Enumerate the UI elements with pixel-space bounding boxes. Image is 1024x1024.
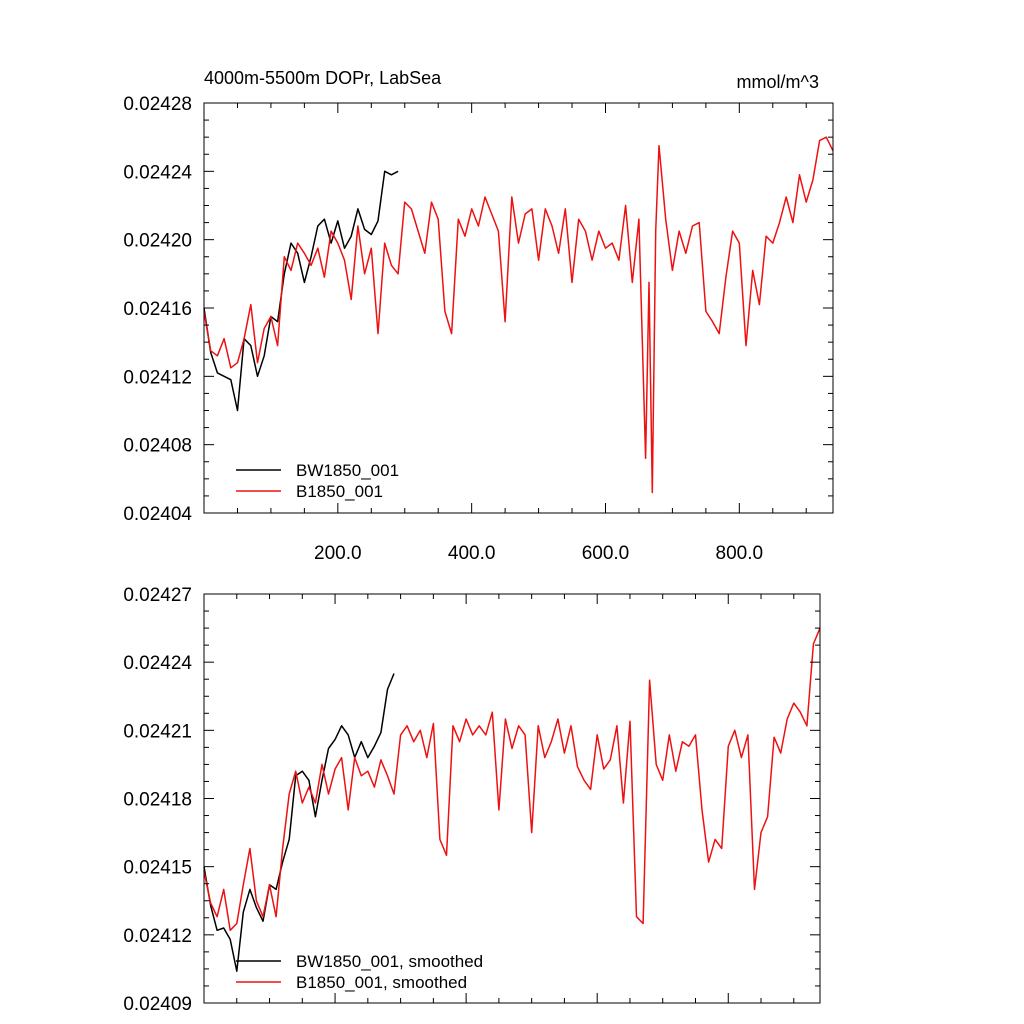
y-tick-label: 0.02412 — [123, 926, 192, 947]
y-tick-label: 0.02409 — [123, 994, 192, 1015]
y-tick-label: 0.02420 — [123, 231, 192, 252]
series-line-1 — [203, 673, 395, 972]
y-tick-label: 0.02408 — [123, 436, 192, 457]
series-line-2 — [203, 627, 821, 932]
bottom-plot-frame — [203, 593, 821, 1004]
x-tick-label: 600.0 — [582, 543, 630, 564]
top-legend: BW1850_001 B1850_001 — [236, 461, 399, 501]
y-tick-label: 0.02421 — [123, 721, 192, 742]
panel-title: 4000m-5500m DOPr, LabSea — [204, 68, 442, 88]
series-line-1 — [203, 170, 399, 412]
y-tick-label: 0.02416 — [123, 299, 192, 320]
y-tick-label: 0.02424 — [123, 653, 192, 674]
top-plot-frame — [203, 102, 834, 514]
legend-label-b1850: B1850_001 — [296, 482, 383, 501]
top-panel: 4000m-5500m DOPr, LabSea mmol/m^3 0.0240… — [123, 68, 834, 564]
y-tick-label: 0.02424 — [123, 162, 192, 183]
bottom-legend: BW1850_001, smoothed B1850_001, smoothed — [236, 952, 483, 992]
y-tick-label: 0.02428 — [123, 94, 192, 115]
bottom-axis-ticks — [204, 593, 820, 1004]
top-axis-ticks — [204, 102, 833, 514]
units-label: mmol/m^3 — [737, 72, 819, 92]
series-line-2 — [203, 136, 834, 494]
y-tick-label: 0.02412 — [123, 367, 192, 388]
legend-label-bw1850: BW1850_001 — [296, 461, 399, 480]
y-tick-label: 0.02418 — [123, 790, 192, 811]
x-tick-label: 400.0 — [448, 543, 496, 564]
top-x-tick-labels: 200.0 400.0 600.0 800.0 — [314, 543, 763, 564]
bottom-y-tick-labels: 0.02409 0.02412 0.02415 0.02418 0.02421 0.024… — [123, 585, 192, 1015]
y-tick-label: 0.02427 — [123, 585, 192, 606]
bottom-panel: 0.02409 0.02412 0.02415 0.02418 0.02421 0.024… — [123, 585, 821, 1015]
x-tick-label: 800.0 — [716, 543, 764, 564]
legend-label-bw1850-smoothed: BW1850_001, smoothed — [296, 952, 483, 971]
y-tick-label: 0.02415 — [123, 858, 192, 879]
top-y-tick-labels: 0.02404 0.02408 0.02412 0.02416 0.02420 0.024… — [123, 94, 192, 525]
bottom-series-lines — [203, 627, 821, 972]
top-series-lines — [203, 136, 834, 494]
y-tick-label: 0.02404 — [123, 504, 192, 525]
x-tick-label: 200.0 — [314, 543, 362, 564]
legend-label-b1850-smoothed: B1850_001, smoothed — [296, 973, 467, 992]
